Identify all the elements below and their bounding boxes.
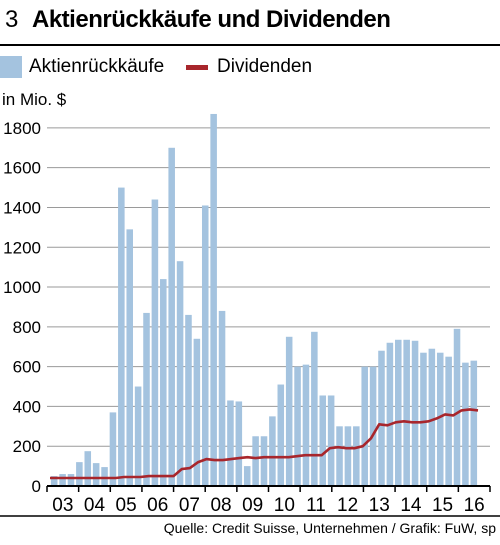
bar — [336, 426, 343, 486]
bar — [403, 339, 410, 486]
chart-number: 3 — [5, 6, 19, 33]
bar — [50, 476, 58, 486]
bar — [386, 342, 394, 486]
y-tick-label: 1200 — [3, 238, 41, 257]
bar — [361, 366, 368, 486]
bar — [285, 336, 293, 486]
bar — [453, 328, 461, 486]
bar — [109, 412, 117, 486]
header-rule — [0, 44, 500, 46]
bar — [218, 310, 226, 486]
bar — [344, 426, 352, 486]
bar — [168, 147, 175, 486]
y-tick-label: 1600 — [3, 159, 41, 178]
bar — [294, 366, 301, 486]
bar — [160, 279, 167, 486]
bar — [92, 463, 100, 486]
y-tick-label: 1400 — [3, 198, 41, 217]
bar — [59, 474, 66, 486]
dividend-line — [50, 408, 479, 480]
bar — [436, 352, 444, 486]
bar — [176, 261, 184, 486]
x-tick-label: 12 — [337, 495, 358, 516]
legend-label-bars: Aktienrückkäufe — [29, 56, 165, 77]
bar — [185, 314, 192, 486]
x-tick-label: 05 — [116, 495, 137, 516]
chart-header: 3 Aktienrückkäufe und Dividenden — [0, 0, 500, 46]
bar — [353, 426, 360, 486]
bar — [319, 395, 327, 486]
y-tick-label: 1800 — [3, 119, 41, 138]
y-axis-unit-label: in Mio. $ — [2, 90, 67, 109]
bar — [84, 451, 92, 486]
x-tick-label: 11 — [306, 495, 326, 516]
bar — [67, 474, 75, 486]
legend-swatch-line — [186, 64, 208, 70]
bar — [101, 467, 108, 486]
bar — [193, 338, 201, 486]
y-tick-label: 200 — [13, 437, 41, 456]
x-tick-label: 14 — [400, 495, 422, 516]
bar — [311, 331, 318, 486]
x-tick-label: 16 — [464, 495, 485, 516]
legend-item-line: Dividenden — [186, 52, 312, 82]
x-tick-label: 08 — [210, 495, 231, 516]
bar — [143, 312, 150, 486]
chart-title: Aktienrückkäufe und Dividenden — [32, 6, 391, 33]
bar — [235, 401, 243, 486]
bar — [445, 356, 452, 486]
bar — [411, 340, 419, 486]
x-tick-label: 07 — [179, 495, 200, 516]
bar — [428, 348, 436, 486]
bar — [462, 362, 469, 486]
bar — [252, 436, 259, 486]
bar — [243, 466, 251, 486]
x-tick-label: 09 — [242, 495, 263, 516]
y-tick-label: 400 — [13, 397, 41, 416]
y-tick-label: 1000 — [3, 278, 41, 297]
y-tick-label: 0 — [32, 477, 41, 496]
source-note: Quelle: Credit Suisse, Unternehmen / Gra… — [163, 520, 496, 536]
bar — [369, 366, 377, 486]
bar — [76, 462, 83, 486]
bar — [126, 229, 133, 486]
x-tick-label: 03 — [52, 495, 73, 516]
bar — [260, 436, 268, 486]
bar — [327, 395, 335, 486]
bar — [269, 416, 276, 486]
bar — [395, 339, 402, 486]
bar — [118, 187, 125, 486]
bar — [151, 199, 159, 486]
bar — [302, 364, 310, 486]
legend-item-bars: Aktienrückkäufe — [0, 52, 164, 82]
y-tick-label: 600 — [13, 358, 41, 377]
bar — [378, 350, 385, 486]
bar — [201, 205, 209, 487]
legend-label-line: Dividenden — [217, 56, 313, 77]
bar — [227, 400, 234, 486]
x-tick-label: 15 — [432, 495, 453, 516]
legend-swatch-bars — [0, 56, 22, 78]
bar — [134, 386, 142, 486]
bar — [210, 113, 217, 487]
x-tick-label: 10 — [274, 495, 295, 516]
bar — [277, 384, 285, 486]
bar — [420, 352, 427, 486]
legend: Aktienrückkäufe Dividenden — [0, 52, 500, 82]
x-tick-label: 04 — [84, 495, 106, 516]
bar — [470, 360, 478, 486]
x-tick-label: 06 — [147, 495, 168, 516]
y-tick-label: 800 — [13, 318, 41, 337]
x-tick-label: 13 — [369, 495, 390, 516]
